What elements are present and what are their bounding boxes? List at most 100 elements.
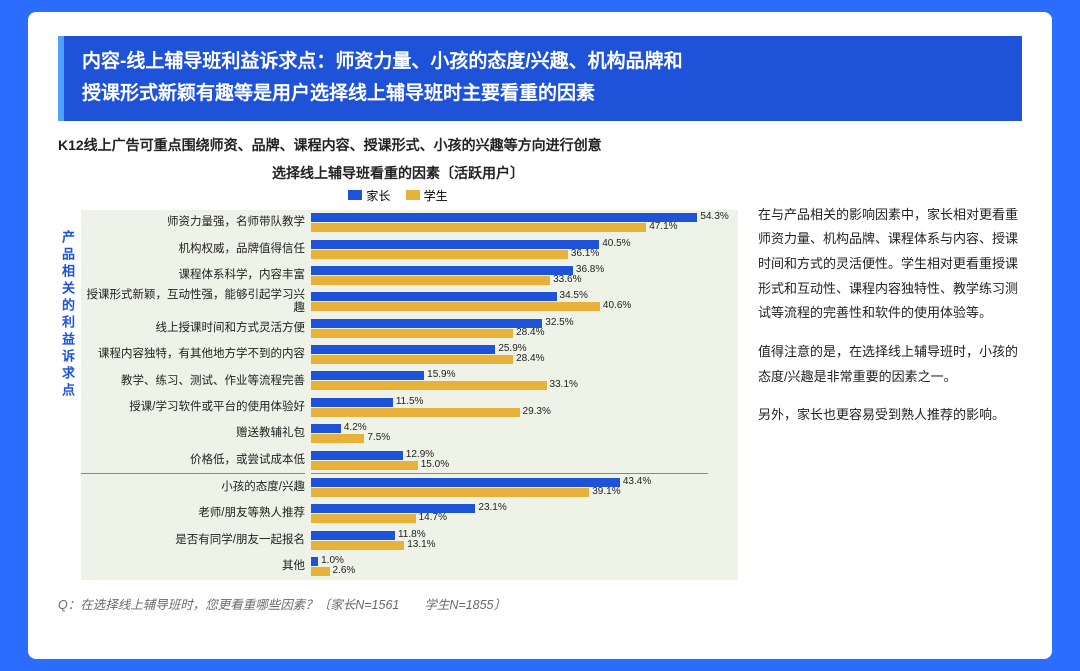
title-banner: 内容-线上辅导班利益诉求点：师资力量、小孩的态度/兴趣、机构品牌和 授课形式新颖… — [58, 36, 1022, 121]
category-label: 赠送教辅礼包 — [81, 420, 305, 446]
category-label: 师资力量强，名师带队教学 — [81, 210, 305, 236]
category-label: 价格低，或尝试成本低 — [81, 447, 305, 473]
bar-parent: 54.3% — [311, 213, 697, 222]
bar-row: 11.8%13.1% — [311, 527, 738, 553]
chart-column: 选择线上辅导班看重的因素〔活跃用户〕 家长 学生 产品相关的利益诉求点 师资力量… — [58, 163, 738, 580]
bar-student: 28.4% — [311, 329, 513, 338]
bar-value-student: 33.6% — [550, 274, 581, 285]
bar-row: 1.0%2.6% — [311, 553, 738, 579]
bar-value-student: 36.1% — [568, 248, 599, 259]
paragraph-3: 另外，家长也更容易受到熟人推荐的影响。 — [758, 403, 1022, 428]
category-label: 小孩的态度/兴趣 — [81, 474, 305, 500]
category-label: 课程体系科学，内容丰富 — [81, 262, 305, 288]
slide-page: 内容-线上辅导班利益诉求点：师资力量、小孩的态度/兴趣、机构品牌和 授课形式新颖… — [28, 12, 1052, 659]
bar-value-parent: 4.2% — [341, 422, 367, 433]
bars-area: 54.3%47.1%40.5%36.1%36.8%33.6%34.5%40.6%… — [311, 210, 738, 580]
title-line-1: 内容-线上辅导班利益诉求点：师资力量、小孩的态度/兴趣、机构品牌和 — [82, 46, 1004, 78]
legend-label-parent: 家长 — [366, 187, 390, 204]
bar-value-parent: 40.5% — [599, 238, 630, 249]
subtitle: K12线上广告可重点围绕师资、品牌、课程内容、授课形式、小孩的兴趣等方向进行创意 — [58, 135, 1022, 155]
category-label: 其他 — [81, 553, 305, 579]
category-label: 是否有同学/朋友一起报名 — [81, 527, 305, 553]
chart-title: 选择线上辅导班看重的因素〔活跃用户〕 — [58, 163, 738, 183]
legend-label-student: 学生 — [424, 187, 448, 204]
bar-student: 33.6% — [311, 276, 550, 285]
legend-item-student: 学生 — [406, 187, 448, 204]
bar-value-parent: 54.3% — [697, 211, 728, 222]
bar-row: 25.9%28.4% — [311, 341, 738, 367]
bar-value-student: 29.3% — [520, 406, 551, 417]
paragraph-2: 值得注意的是，在选择线上辅导班时，小孩的态度/兴趣是非常重要的因素之一。 — [758, 340, 1022, 389]
bar-student: 13.1% — [311, 541, 404, 550]
bar-parent: 43.4% — [311, 478, 620, 487]
bar-student: 2.6% — [311, 567, 330, 576]
bar-parent: 4.2% — [311, 424, 341, 433]
bar-value-student: 28.4% — [513, 327, 544, 338]
bar-parent: 32.5% — [311, 319, 542, 328]
bar-row: 4.2%7.5% — [311, 420, 738, 446]
bar-value-student: 33.1% — [547, 379, 578, 390]
bar-parent: 25.9% — [311, 345, 495, 354]
bar-value-student: 40.6% — [600, 300, 631, 311]
title-line-2: 授课形式新颖有趣等是用户选择线上辅导班时主要看重的因素 — [82, 78, 1004, 110]
bar-student: 36.1% — [311, 250, 568, 259]
legend-swatch-parent — [348, 190, 362, 200]
bar-student: 28.4% — [311, 355, 513, 364]
bar-row: 11.5%29.3% — [311, 394, 738, 420]
bar-parent: 34.5% — [311, 292, 557, 301]
bar-value-parent: 32.5% — [542, 317, 573, 328]
category-label: 教学、练习、测试、作业等流程完善 — [81, 368, 305, 394]
chart-body: 产品相关的利益诉求点 师资力量强，名师带队教学机构权威，品牌值得信任课程体系科学… — [58, 210, 738, 580]
category-label: 线上授课时间和方式灵活方便 — [81, 315, 305, 341]
bar-parent: 12.9% — [311, 451, 403, 460]
bar-parent: 1.0% — [311, 557, 318, 566]
bar-student: 15.0% — [311, 461, 418, 470]
paragraph-1: 在与产品相关的影响因素中，家长相对更看重师资力量、机构品牌、课程体系与内容、授课… — [758, 203, 1022, 326]
category-label: 授课形式新颖，互动性强，能够引起学习兴趣 — [81, 289, 305, 315]
chart-legend: 家长 学生 — [58, 187, 738, 204]
bar-row: 36.8%33.6% — [311, 262, 738, 288]
bar-student: 47.1% — [311, 223, 646, 232]
bar-value-parent: 43.4% — [620, 476, 651, 487]
bar-value-student: 28.4% — [513, 353, 544, 364]
bar-row: 54.3%47.1% — [311, 210, 738, 236]
category-label: 授课/学习软件或平台的使用体验好 — [81, 394, 305, 420]
bar-value-parent: 11.5% — [393, 396, 424, 407]
bar-row: 15.9% 33.1% — [311, 368, 738, 394]
bar-parent: 15.9% — [311, 371, 424, 380]
bar-row: 40.5%36.1% — [311, 236, 738, 262]
bar-row: 34.5% 40.6% — [311, 289, 738, 315]
bar-value-student: 14.7% — [416, 512, 447, 523]
bar-row: 12.9%15.0% — [311, 447, 738, 473]
legend-item-parent: 家长 — [348, 187, 390, 204]
bar-value-parent: 15.9% — [424, 369, 455, 380]
plot-wrap: 师资力量强，名师带队教学机构权威，品牌值得信任课程体系科学，内容丰富授课形式新颖… — [81, 210, 738, 580]
bar-parent: 11.5% — [311, 398, 393, 407]
bar-parent: 11.8% — [311, 531, 395, 540]
content-row: 选择线上辅导班看重的因素〔活跃用户〕 家长 学生 产品相关的利益诉求点 师资力量… — [58, 163, 1022, 580]
bar-value-student: 7.5% — [364, 432, 390, 443]
bar-student: 29.3% — [311, 408, 520, 417]
footer-question: Q：在选择线上辅导班时，您更看重哪些因素？〔家长N=1561 学生N=1855〕 — [58, 594, 1022, 613]
legend-swatch-student — [406, 190, 420, 200]
category-label: 老师/朋友等熟人推荐 — [81, 501, 305, 527]
bar-student: 14.7% — [311, 514, 416, 523]
bar-value-student: 15.0% — [418, 459, 449, 470]
bar-parent: 36.8% — [311, 266, 573, 275]
category-label: 机构权威，品牌值得信任 — [81, 236, 305, 262]
category-labels: 师资力量强，名师带队教学机构权威，品牌值得信任课程体系科学，内容丰富授课形式新颖… — [81, 210, 311, 580]
bar-row: 23.1%14.7% — [311, 501, 738, 527]
bar-parent: 40.5% — [311, 240, 599, 249]
bar-row: 43.4%39.1% — [311, 474, 738, 500]
bar-value-student: 47.1% — [646, 221, 677, 232]
bar-row: 32.5%28.4% — [311, 315, 738, 341]
bar-student: 39.1% — [311, 488, 589, 497]
y-axis-label: 产品相关的利益诉求点 — [58, 210, 81, 580]
bar-value-student: 2.6% — [330, 565, 356, 576]
commentary-column: 在与产品相关的影响因素中，家长相对更看重师资力量、机构品牌、课程体系与内容、授课… — [758, 163, 1022, 580]
bar-value-parent: 34.5% — [557, 290, 588, 301]
bar-student: 7.5% — [311, 434, 364, 443]
bar-value-student: 39.1% — [589, 486, 620, 497]
bar-parent: 23.1% — [311, 504, 475, 513]
bar-value-parent: 23.1% — [475, 502, 506, 513]
